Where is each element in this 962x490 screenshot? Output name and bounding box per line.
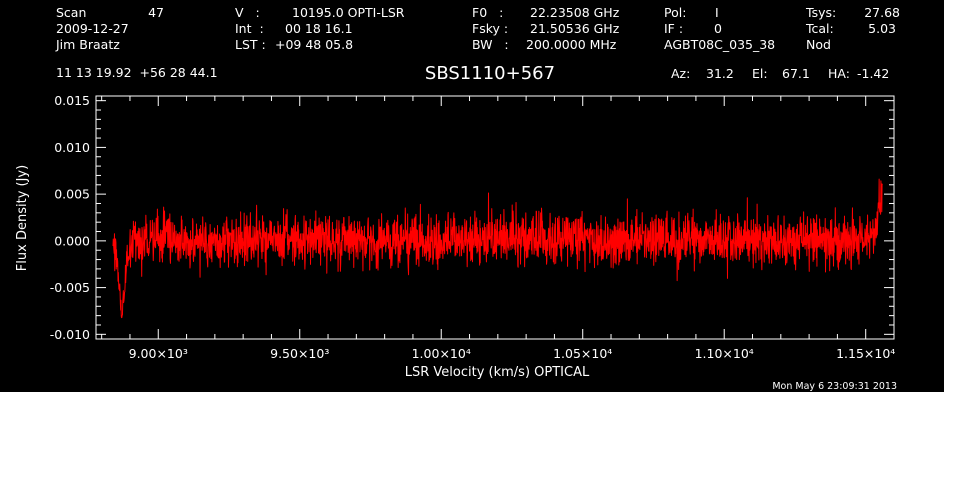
- el-label: El:: [752, 66, 768, 81]
- x-tick-label: 9.00×10³: [129, 346, 188, 361]
- fsky-label: Fsky :: [472, 21, 509, 36]
- f0-value: 22.23508 GHz: [530, 5, 620, 20]
- y-tick-label: -0.005: [50, 280, 90, 295]
- plot-panel: Scan 47 2009-12-27 Jim Braatz V : 10195.…: [0, 0, 944, 392]
- x-tick-label: 1.10×10⁴: [695, 346, 754, 361]
- velocity-label: V :: [235, 5, 260, 20]
- az-label: Az:: [671, 66, 691, 81]
- fsky-value: 21.50536 GHz: [530, 21, 620, 36]
- tcal-value: 5.03: [868, 21, 896, 36]
- observer-name: Jim Braatz: [56, 37, 120, 52]
- ha-value: -1.42: [857, 66, 890, 81]
- lst-label: LST :: [235, 37, 266, 52]
- observation-date: 2009-12-27: [56, 21, 129, 36]
- pol-value: I: [715, 5, 719, 20]
- scan-label: Scan: [56, 5, 87, 20]
- observing-mode: Nod: [806, 37, 831, 52]
- if-value: 0: [714, 21, 722, 36]
- spectrum-chart: 9.00×10³ 9.50×10³ 1.00×10⁴ 1.05×10⁴ 1.10×10⁴…: [15, 93, 897, 392]
- x-tick-label: 1.05×10⁴: [553, 346, 612, 361]
- x-tick-label: 9.50×10³: [270, 346, 329, 361]
- tsys-value: 27.68: [864, 5, 900, 20]
- spectrum-line: [112, 178, 883, 319]
- int-value: 00 18 16.1: [285, 21, 353, 36]
- plot-frame: [95, 95, 895, 340]
- y-tick-label: 0.005: [54, 187, 90, 202]
- f0-label: F0 :: [472, 5, 504, 20]
- az-value: 31.2: [706, 66, 734, 81]
- timestamp: Mon May 6 23:09:31 2013: [772, 381, 897, 392]
- bw-value: 200.0000 MHz: [526, 37, 617, 52]
- el-value: 67.1: [782, 66, 810, 81]
- lst-value: +09 48 05.8: [275, 37, 354, 52]
- source-name: SBS1110+567: [424, 63, 556, 84]
- if-label: IF :: [664, 21, 684, 36]
- x-tick-label: 1.00×10⁴: [412, 346, 471, 361]
- project-id: AGBT08C_035_38: [664, 37, 776, 52]
- y-tick-label: -0.010: [50, 327, 90, 342]
- pol-label: Pol:: [664, 5, 687, 20]
- tcal-label: Tcal:: [806, 21, 834, 36]
- scan-value: 47: [148, 5, 164, 20]
- x-axis-label: LSR Velocity (km/s) OPTICAL: [405, 365, 590, 380]
- y-tick-label: 0.000: [54, 233, 90, 248]
- ticks-layer: 9.00×10³ 9.50×10³ 1.00×10⁴ 1.05×10⁴ 1.10×10⁴…: [50, 93, 896, 361]
- y-tick-label: 0.010: [54, 140, 90, 155]
- series-layer: [112, 178, 883, 319]
- bw-label: BW :: [472, 37, 509, 52]
- ha-label: HA:: [828, 66, 850, 81]
- velocity-value: 10195.0 OPTI-LSR: [292, 5, 405, 20]
- source-coordinates: 11 13 19.92 +56 28 44.1: [56, 65, 218, 80]
- tsys-label: Tsys:: [806, 5, 837, 20]
- y-axis-label: Flux Density (Jy): [15, 165, 30, 271]
- y-tick-label: 0.015: [54, 93, 90, 108]
- int-label: Int :: [235, 21, 264, 36]
- x-tick-label: 1.15×10⁴: [836, 346, 895, 361]
